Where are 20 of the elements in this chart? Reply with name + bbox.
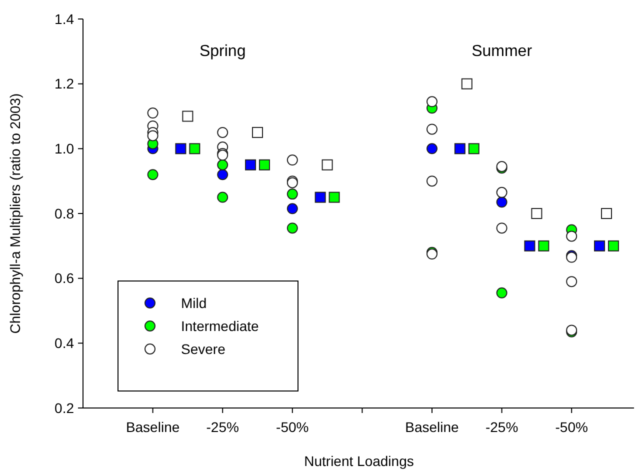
- x-tick-label: -25%: [206, 419, 239, 435]
- y-tick-label: 1.4: [54, 10, 74, 27]
- y-axis-title: Chlorophyll-a Multipliers (ratio to 2003): [7, 93, 23, 334]
- y-tick-label: 1.2: [54, 76, 74, 92]
- y-tick-label: 0.4: [54, 335, 74, 352]
- text: Spring: [199, 43, 246, 60]
- y-tick-label: 0.2: [54, 400, 74, 416]
- legend-label: Mild: [181, 294, 207, 311]
- x-axis-title: Nutrient Loadings: [304, 453, 414, 469]
- y-tick-label: 0.8: [54, 205, 74, 222]
- x-tick-label: -25%: [485, 419, 518, 435]
- y-tick-label: 0.6: [54, 270, 74, 286]
- text: Summer: [472, 43, 533, 60]
- x-tick-label: -50%: [276, 419, 309, 435]
- legend-label: Severe: [181, 340, 226, 357]
- x-tick-label: Baseline: [126, 419, 180, 435]
- legend-label: Intermediate: [181, 318, 260, 334]
- x-tick-label: -50%: [555, 419, 588, 435]
- x-tick-label: Baseline: [405, 419, 460, 435]
- y-tick-label: 1.0: [54, 140, 74, 157]
